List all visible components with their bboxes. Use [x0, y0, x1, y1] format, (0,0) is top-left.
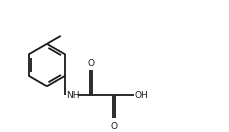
Text: O: O	[87, 59, 94, 68]
Text: OH: OH	[134, 91, 148, 100]
Text: NH: NH	[65, 91, 79, 100]
Text: O: O	[110, 122, 117, 131]
